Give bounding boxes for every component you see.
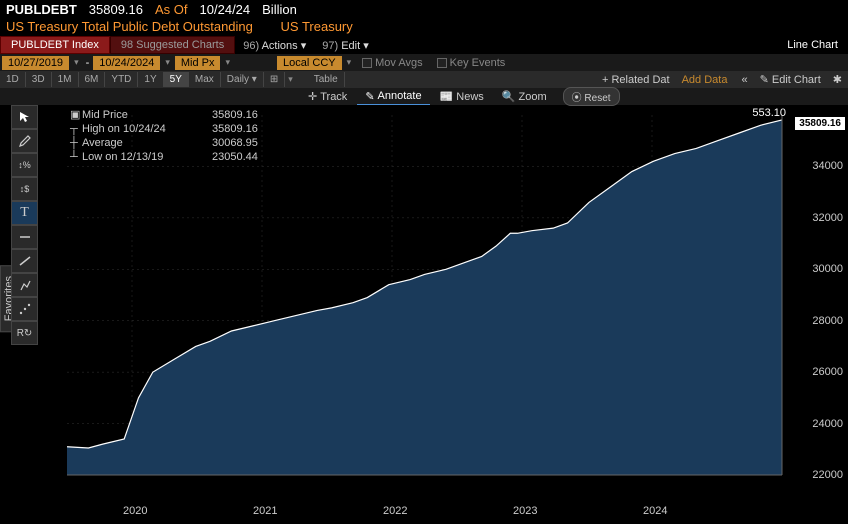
edit-chart-button[interactable]: ✎ Edit Chart: [754, 73, 827, 86]
unit-label: Billion: [262, 2, 297, 17]
range-bar: 1D3D1M6MYTD1Y5YMax Daily ▾ ⊞ ▾ Table + R…: [0, 71, 848, 88]
range-1y[interactable]: 1Y: [138, 72, 163, 87]
pencil-tool[interactable]: [11, 129, 38, 153]
ticker-header: PUBLDEBT 35809.16 As Of 10/24/24 Billion: [0, 0, 848, 19]
freq-select[interactable]: Daily ▾: [221, 72, 264, 87]
zoom-button[interactable]: 🔍 Zoom: [494, 89, 555, 104]
x-tick: 2024: [643, 505, 667, 517]
range-6m[interactable]: 6M: [79, 72, 106, 87]
ticker-value: 35809.16: [89, 2, 143, 17]
annotation-value[interactable]: 553.10: [752, 107, 786, 119]
chart-container[interactable]: ▣Mid Price35809.16 ┬High on 10/24/243580…: [42, 105, 848, 524]
x-tick: 2023: [513, 505, 537, 517]
chevron-down-icon[interactable]: ▾: [71, 57, 82, 68]
x-axis: 2020 2021 2022 2023 2024: [72, 505, 793, 520]
range-1m[interactable]: 1M: [52, 72, 79, 87]
date-controls: 10/27/2019 ▾ - 10/24/2024 ▾ Mid Px ▾ Loc…: [0, 54, 848, 71]
range-ytd[interactable]: YTD: [105, 72, 138, 87]
line-tool[interactable]: [11, 225, 38, 249]
chart-style-button[interactable]: ⊞: [264, 72, 285, 87]
chevron-down-icon[interactable]: ▾: [285, 74, 296, 85]
range-max[interactable]: Max: [189, 72, 221, 87]
security-source: US Treasury: [281, 19, 353, 34]
news-button[interactable]: 📰 News: [432, 89, 492, 104]
legend-avg: Average: [82, 136, 212, 150]
table-button[interactable]: Table: [308, 72, 345, 87]
asof-label: As Of: [155, 2, 188, 17]
legend-title: Mid Price: [82, 108, 212, 122]
range-5y[interactable]: 5Y: [164, 72, 189, 87]
x-tick: 2022: [383, 505, 407, 517]
x-tick: 2021: [253, 505, 277, 517]
checkbox-icon: [362, 58, 372, 68]
chevron-down-icon[interactable]: ▾: [222, 57, 233, 68]
date-from-input[interactable]: 10/27/2019: [2, 56, 69, 70]
security-title: US Treasury Total Public Debt Outstandin…: [6, 19, 253, 34]
title-header: US Treasury Total Public Debt Outstandin…: [0, 19, 848, 36]
x-tick: 2020: [123, 505, 147, 517]
legend-low: Low on 12/13/19: [82, 150, 212, 164]
dots-tool[interactable]: [11, 297, 38, 321]
mov-avgs-checkbox[interactable]: Mov Avgs: [356, 57, 429, 69]
y-tick: 22000: [812, 469, 843, 481]
chevron-down-icon[interactable]: ▾: [162, 57, 173, 68]
y-axis: 22000 24000 26000 28000 30000 32000 34000: [793, 105, 843, 499]
actions-menu[interactable]: 96) Actions ▾: [235, 37, 314, 54]
text-tool[interactable]: T: [11, 201, 38, 225]
key-events-checkbox[interactable]: Key Events: [431, 57, 512, 69]
y-tick: 24000: [812, 418, 843, 430]
annotate-button[interactable]: ✎ Annotate: [357, 89, 429, 105]
currency-select[interactable]: Local CCY: [277, 56, 342, 70]
percent-tool[interactable]: ↕%: [11, 153, 38, 177]
y-tick: 32000: [812, 212, 843, 224]
ticker-symbol: PUBLDEBT: [6, 2, 77, 17]
collapse-button[interactable]: «: [735, 74, 753, 86]
reset-tool[interactable]: R↻: [11, 321, 38, 345]
pitchfork-tool[interactable]: [11, 273, 38, 297]
date-to-input[interactable]: 10/24/2024: [93, 56, 160, 70]
index-tab[interactable]: PUBLDEBT Index: [0, 36, 110, 54]
chart-area: Favorites ↕% ↕$ T R↻ ▣Mid Price35809.16 …: [0, 105, 848, 524]
reset-button[interactable]: ⦿ Reset: [563, 87, 620, 106]
y-tick: 34000: [812, 160, 843, 172]
track-button[interactable]: ✛ Track: [300, 89, 355, 104]
chart-type-label: Line Chart: [777, 37, 848, 53]
asof-date: 10/24/24: [200, 2, 251, 17]
suggested-tab[interactable]: 98 Suggested Charts: [110, 36, 235, 54]
dollar-tool[interactable]: ↕$: [11, 177, 38, 201]
legend-high: High on 10/24/24: [82, 122, 212, 136]
gear-icon[interactable]: ✱: [827, 73, 848, 86]
chart-toolbar: ✛ Track ✎ Annotate 📰 News 🔍 Zoom ⦿ Reset: [0, 88, 848, 105]
range-1d[interactable]: 1D: [0, 72, 26, 87]
y-tick: 28000: [812, 315, 843, 327]
y-tick: 30000: [812, 263, 843, 275]
y-tick: 26000: [812, 366, 843, 378]
edit-menu[interactable]: 97) Edit ▾: [314, 37, 377, 54]
date-separator: -: [84, 57, 92, 69]
area-chart[interactable]: [67, 105, 787, 500]
drawing-tools: ↕% ↕$ T R↻: [11, 105, 39, 345]
cursor-tool[interactable]: [11, 105, 38, 129]
trend-tool[interactable]: [11, 249, 38, 273]
checkbox-icon: [437, 58, 447, 68]
range-3d[interactable]: 3D: [26, 72, 52, 87]
price-type-select[interactable]: Mid Px: [175, 56, 221, 70]
chevron-down-icon[interactable]: ▾: [344, 57, 355, 68]
chart-legend: ▣Mid Price35809.16 ┬High on 10/24/243580…: [70, 108, 258, 164]
related-data-button[interactable]: + Related Dat: [598, 74, 674, 86]
add-data-button[interactable]: Add Data: [674, 74, 736, 86]
menu-bar: PUBLDEBT Index 98 Suggested Charts 96) A…: [0, 36, 848, 54]
